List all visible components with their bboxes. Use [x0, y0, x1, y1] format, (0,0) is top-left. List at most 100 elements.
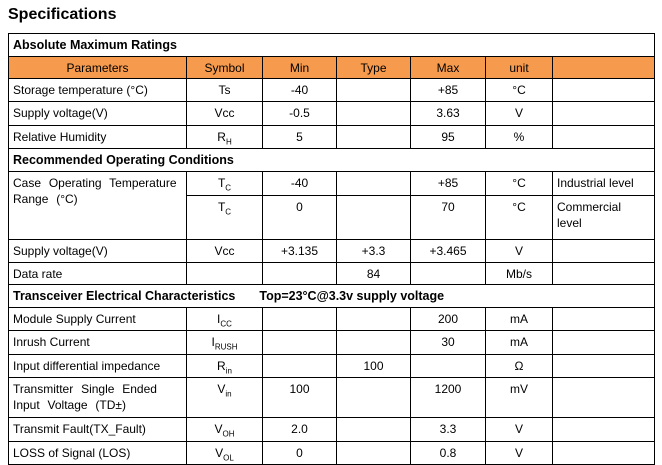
symbol-subscript: H: [225, 137, 232, 147]
type-cell: 100: [336, 353, 411, 379]
min-cell: 5: [262, 124, 337, 150]
param-cell: Inrush Current: [8, 330, 187, 355]
note-cell: [552, 306, 655, 332]
max-cell: 1200: [410, 377, 486, 419]
section-title: Absolute Maximum Ratings: [8, 33, 655, 57]
symbol-cell: VOH: [186, 417, 263, 442]
note-cell: [552, 261, 655, 286]
max-cell: 0.8: [410, 440, 486, 465]
type-cell: 84: [336, 261, 411, 286]
note-cell: [552, 353, 655, 379]
symbol-subscript: OH: [222, 429, 235, 439]
table-row: Inrush Current IRUSH 30 mA: [8, 330, 655, 355]
section-title-text: Transceiver Electrical Characteristics: [13, 289, 236, 304]
max-cell: +85: [410, 171, 486, 196]
min-cell: [262, 306, 337, 332]
column-header-symbol: Symbol: [186, 55, 263, 80]
note-cell: Commercial level: [552, 194, 655, 240]
note-cell: [552, 78, 655, 103]
table-row: Data rate 84 Mb/s: [8, 261, 655, 286]
section-title: Transceiver Electrical Characteristics To…: [8, 284, 655, 308]
section-row-recommended-operating-conditions: Recommended Operating Conditions: [8, 148, 655, 173]
note-cell: [552, 238, 655, 263]
unit-cell: Ω: [485, 353, 553, 379]
param-cell: Module Supply Current: [8, 306, 187, 332]
note-cell: Industrial level: [552, 171, 655, 196]
type-cell: [336, 171, 411, 196]
symbol-subscript: in: [225, 389, 232, 399]
unit-cell: V: [485, 440, 553, 465]
table-row: Transmitter Single Ended Input Voltage (…: [8, 377, 655, 419]
column-header-min: Min: [262, 55, 337, 80]
unit-cell: °C: [485, 78, 553, 103]
param-cell: Relative Humidity: [8, 124, 187, 150]
type-cell: [336, 194, 411, 240]
type-cell: [336, 78, 411, 103]
symbol-cell: TC: [186, 194, 263, 240]
symbol-cell: Rin: [186, 353, 263, 379]
param-cell: Storage temperature (°C): [8, 78, 187, 103]
type-cell: +3.3: [336, 238, 411, 263]
section-title: Recommended Operating Conditions: [8, 148, 655, 173]
note-cell: [552, 330, 655, 355]
symbol-subscript: OL: [223, 452, 234, 462]
column-header-type: Type: [336, 55, 411, 80]
max-cell: 95: [410, 124, 486, 150]
type-cell: [336, 417, 411, 442]
max-cell: [410, 353, 486, 379]
symbol-subscript: in: [225, 366, 232, 376]
table-row: Relative Humidity RH 5 95 %: [8, 124, 655, 150]
unit-cell: °C: [485, 194, 553, 240]
unit-cell: mA: [485, 330, 553, 355]
min-cell: [262, 261, 337, 286]
min-cell: -40: [262, 78, 337, 103]
param-cell: Transmit Fault(TX_Fault): [8, 417, 187, 442]
symbol-cell: TC: [186, 171, 263, 196]
table-row: Case Operating Temperature Range (°C) TC…: [8, 171, 655, 240]
section-condition-text: Top=23°C@3.3v supply voltage: [259, 289, 445, 304]
specifications-table: Absolute Maximum Ratings Parameters Symb…: [8, 33, 655, 465]
symbol-cell: VOL: [186, 440, 263, 465]
table-row: LOSS of Signal (LOS) VOL 0 0.8 V: [8, 440, 655, 465]
section-row-absolute-maximum-ratings: Absolute Maximum Ratings: [8, 33, 655, 57]
max-cell: 3.63: [410, 101, 486, 126]
table-row: Module Supply Current ICC 200 mA: [8, 306, 655, 332]
max-cell: [410, 261, 486, 286]
table-row: Supply voltage(V) Vcc +3.135 +3.3 +3.465…: [8, 238, 655, 263]
max-cell: 30: [410, 330, 486, 355]
symbol-cell: Vin: [186, 377, 263, 419]
column-header-unit: unit: [485, 55, 553, 80]
unit-cell: V: [485, 238, 553, 263]
symbol-subscript: C: [225, 206, 232, 216]
type-cell: [336, 330, 411, 355]
param-cell: Case Operating Temperature Range (°C): [8, 171, 187, 240]
section-row-transceiver-electrical-characteristics: Transceiver Electrical Characteristics To…: [8, 284, 655, 308]
unit-cell: °C: [485, 171, 553, 196]
symbol-subscript: CC: [220, 319, 232, 329]
max-cell: +3.465: [410, 238, 486, 263]
min-cell: -40: [262, 171, 337, 196]
type-cell: [336, 124, 411, 150]
column-header-row: Parameters Symbol Min Type Max unit: [8, 55, 655, 80]
min-cell: 0: [262, 194, 337, 240]
column-header-parameters: Parameters: [8, 55, 187, 80]
min-cell: 0: [262, 440, 337, 465]
table-row: Storage temperature (°C) Ts -40 +85 °C: [8, 78, 655, 103]
unit-cell: Mb/s: [485, 261, 553, 286]
table-row: Supply voltage(V) Vcc -0.5 3.63 V: [8, 101, 655, 126]
unit-cell: V: [485, 101, 553, 126]
type-cell: [336, 306, 411, 332]
symbol-subscript: RUSH: [214, 342, 238, 352]
unit-cell: V: [485, 417, 553, 442]
page-title: Specifications: [8, 6, 117, 23]
symbol-cell: Ts: [186, 78, 263, 103]
min-cell: [262, 330, 337, 355]
param-cell: LOSS of Signal (LOS): [8, 440, 187, 465]
symbol-cell: RH: [186, 124, 263, 150]
symbol-cell: IRUSH: [186, 330, 263, 355]
param-cell: Supply voltage(V): [8, 238, 187, 263]
param-cell: Input differential impedance: [8, 353, 187, 379]
min-cell: [262, 353, 337, 379]
unit-cell: mV: [485, 377, 553, 419]
min-cell: 2.0: [262, 417, 337, 442]
